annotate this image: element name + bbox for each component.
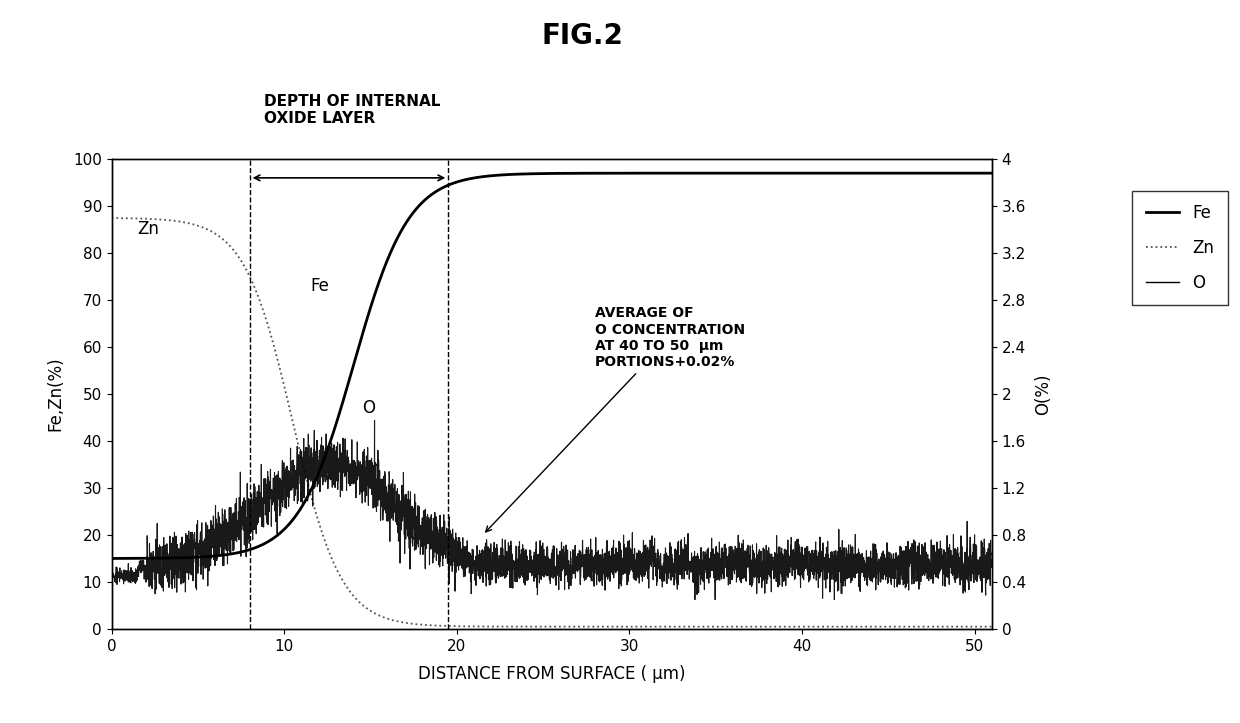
Text: O: O <box>362 399 374 417</box>
Text: FIG.2: FIG.2 <box>542 22 624 50</box>
X-axis label: DISTANCE FROM SURFACE ( μm): DISTANCE FROM SURFACE ( μm) <box>418 665 686 683</box>
Y-axis label: O(%): O(%) <box>1034 373 1053 415</box>
Text: Fe: Fe <box>310 277 329 295</box>
Legend: Fe, Zn, O: Fe, Zn, O <box>1132 191 1228 305</box>
Text: AVERAGE OF
O CONCENTRATION
AT 40 TO 50  μm
PORTIONS+0.02%: AVERAGE OF O CONCENTRATION AT 40 TO 50 μ… <box>486 307 745 532</box>
Text: DEPTH OF INTERNAL
OXIDE LAYER: DEPTH OF INTERNAL OXIDE LAYER <box>264 94 440 126</box>
Y-axis label: Fe,Zn(%): Fe,Zn(%) <box>47 356 64 432</box>
Text: Zn: Zn <box>138 221 160 239</box>
